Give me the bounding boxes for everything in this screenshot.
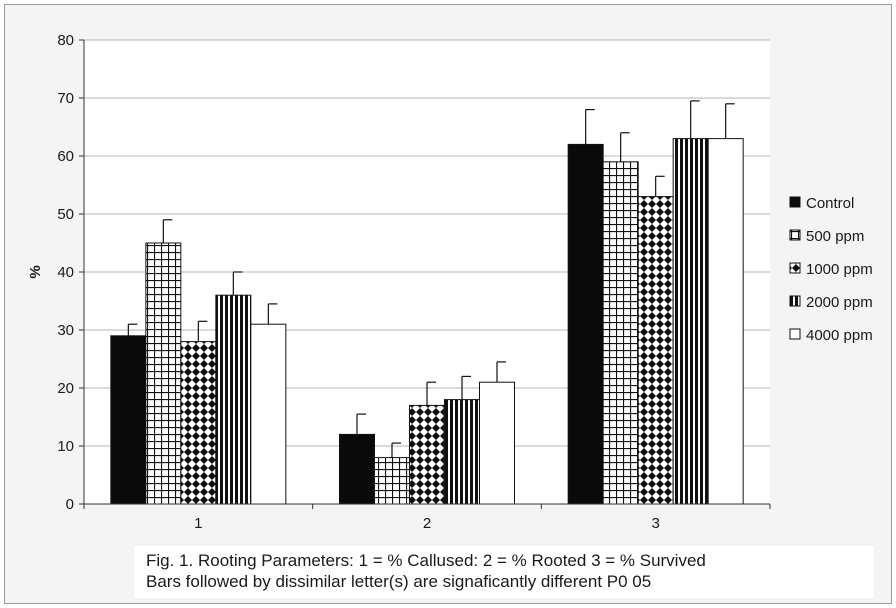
- bar: [602, 161, 639, 505]
- bar: [409, 404, 445, 505]
- legend-swatch: [789, 328, 801, 340]
- bar: [444, 399, 480, 505]
- y-tick-label: 20: [57, 380, 74, 397]
- bar: [567, 143, 604, 505]
- y-tick-label: 0: [66, 496, 74, 513]
- y-tick-label: 60: [57, 148, 74, 165]
- legend-label: 1000 ppm: [806, 261, 873, 278]
- legend-swatch: [789, 196, 801, 208]
- y-tick-label: 10: [57, 438, 74, 455]
- legend-swatch: [789, 262, 801, 274]
- y-axis: 0 10 20 30 40 50 60 70 80: [57, 32, 85, 513]
- x-axis: 1 2 3: [83, 503, 771, 532]
- caption-line-1: Fig. 1. Rooting Parameters: 1 = % Callus…: [146, 551, 706, 570]
- x-tick-label: 1: [194, 515, 202, 532]
- legend-label: 500 ppm: [806, 228, 864, 245]
- y-tick-label: 70: [57, 90, 74, 107]
- caption-line-2: Bars followed by dissimilar letter(s) ar…: [146, 572, 652, 591]
- legend: Control 500 ppm 1000 ppm 2000 ppm 4000 ppm: [789, 195, 873, 344]
- y-tick-label: 30: [57, 322, 74, 339]
- bar: [339, 433, 375, 505]
- figure-caption: Fig. 1. Rooting Parameters: 1 = % Callus…: [134, 546, 874, 598]
- bar: [707, 138, 744, 505]
- legend-label: 2000 ppm: [806, 294, 873, 311]
- bar: [637, 196, 674, 505]
- x-tick-label: 3: [651, 515, 659, 532]
- legend-label: Control: [806, 195, 854, 212]
- y-axis-label: %: [27, 265, 44, 278]
- bar: [374, 457, 410, 505]
- bar: [479, 381, 515, 505]
- bar: [110, 335, 147, 505]
- legend-swatch: [789, 229, 801, 241]
- legend-swatch: [789, 295, 801, 307]
- bar: [672, 138, 709, 505]
- y-tick-label: 80: [57, 32, 74, 49]
- bar: [145, 242, 182, 505]
- y-tick-label: 40: [57, 264, 74, 281]
- x-tick-label: 2: [423, 515, 431, 532]
- bar-series: [110, 100, 744, 505]
- bar: [215, 294, 252, 505]
- y-tick-label: 50: [57, 206, 74, 223]
- bar: [180, 341, 217, 505]
- legend-label: 4000 ppm: [806, 327, 873, 344]
- bar: [250, 323, 287, 505]
